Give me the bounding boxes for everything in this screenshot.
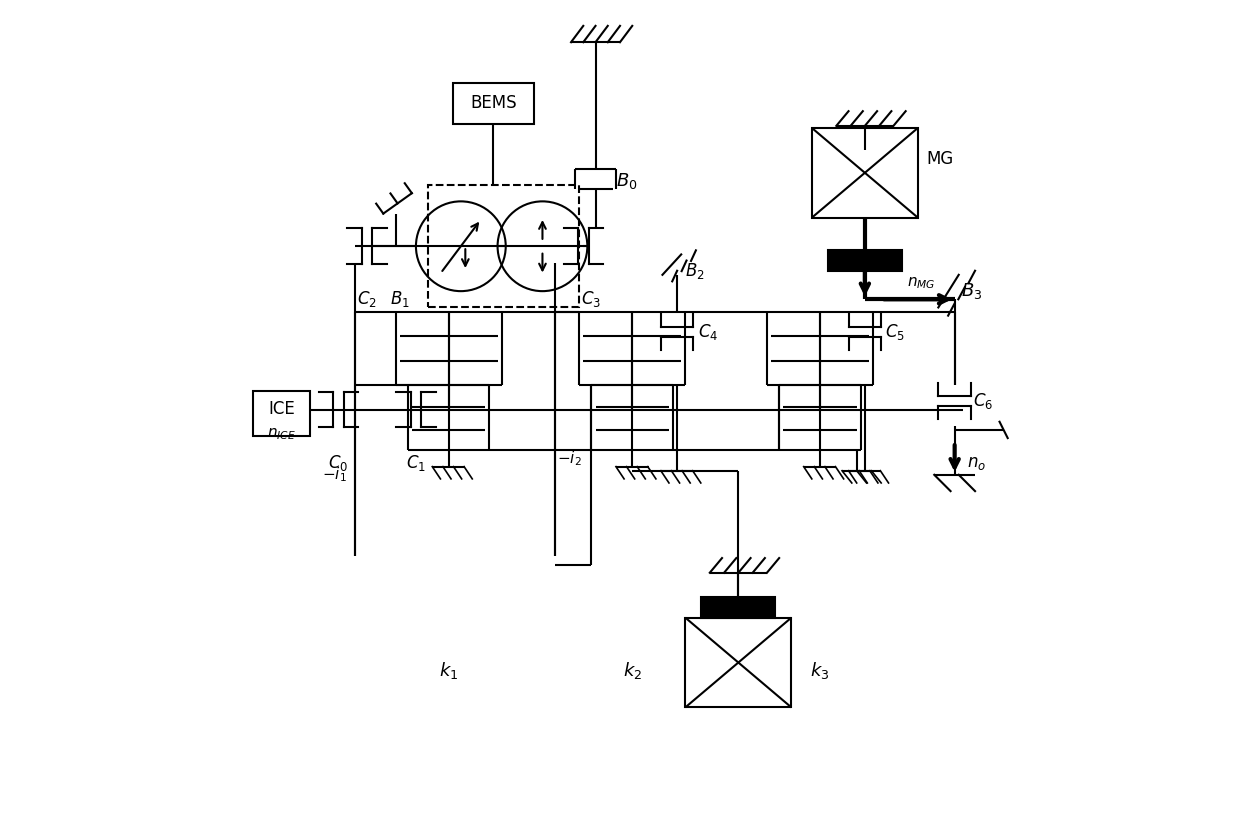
Text: $C_5$: $C_5$: [885, 322, 905, 342]
Text: $n_o$: $n_o$: [967, 454, 986, 472]
Text: BEMS: BEMS: [470, 94, 517, 112]
Text: $k_2$: $k_2$: [622, 660, 642, 681]
Text: $-i_2$: $-i_2$: [557, 449, 582, 468]
Text: $C_1$: $C_1$: [405, 453, 425, 473]
Text: $C_2$: $C_2$: [357, 289, 377, 310]
Bar: [701, 597, 775, 618]
Text: $B_2$: $B_2$: [686, 260, 706, 281]
Text: $n_{MG}$: $n_{MG}$: [908, 275, 936, 291]
Text: $-i_1$: $-i_1$: [322, 465, 347, 484]
Text: $n_{ICE}$: $n_{ICE}$: [267, 426, 296, 441]
Bar: [812, 128, 918, 218]
Bar: [686, 618, 791, 708]
Text: $k_1$: $k_1$: [439, 660, 459, 681]
Bar: [828, 251, 901, 271]
Text: $B_1$: $B_1$: [389, 289, 409, 310]
Text: $k_3$: $k_3$: [810, 660, 830, 681]
Text: $C_6$: $C_6$: [972, 391, 993, 411]
Text: $C_3$: $C_3$: [582, 289, 601, 310]
Text: MG: MG: [926, 151, 954, 169]
Text: $C_0$: $C_0$: [329, 453, 348, 473]
Text: ICE: ICE: [268, 400, 295, 419]
Text: $B_3$: $B_3$: [961, 281, 982, 301]
Text: $B_0$: $B_0$: [616, 171, 637, 191]
Text: $C_4$: $C_4$: [698, 322, 718, 342]
